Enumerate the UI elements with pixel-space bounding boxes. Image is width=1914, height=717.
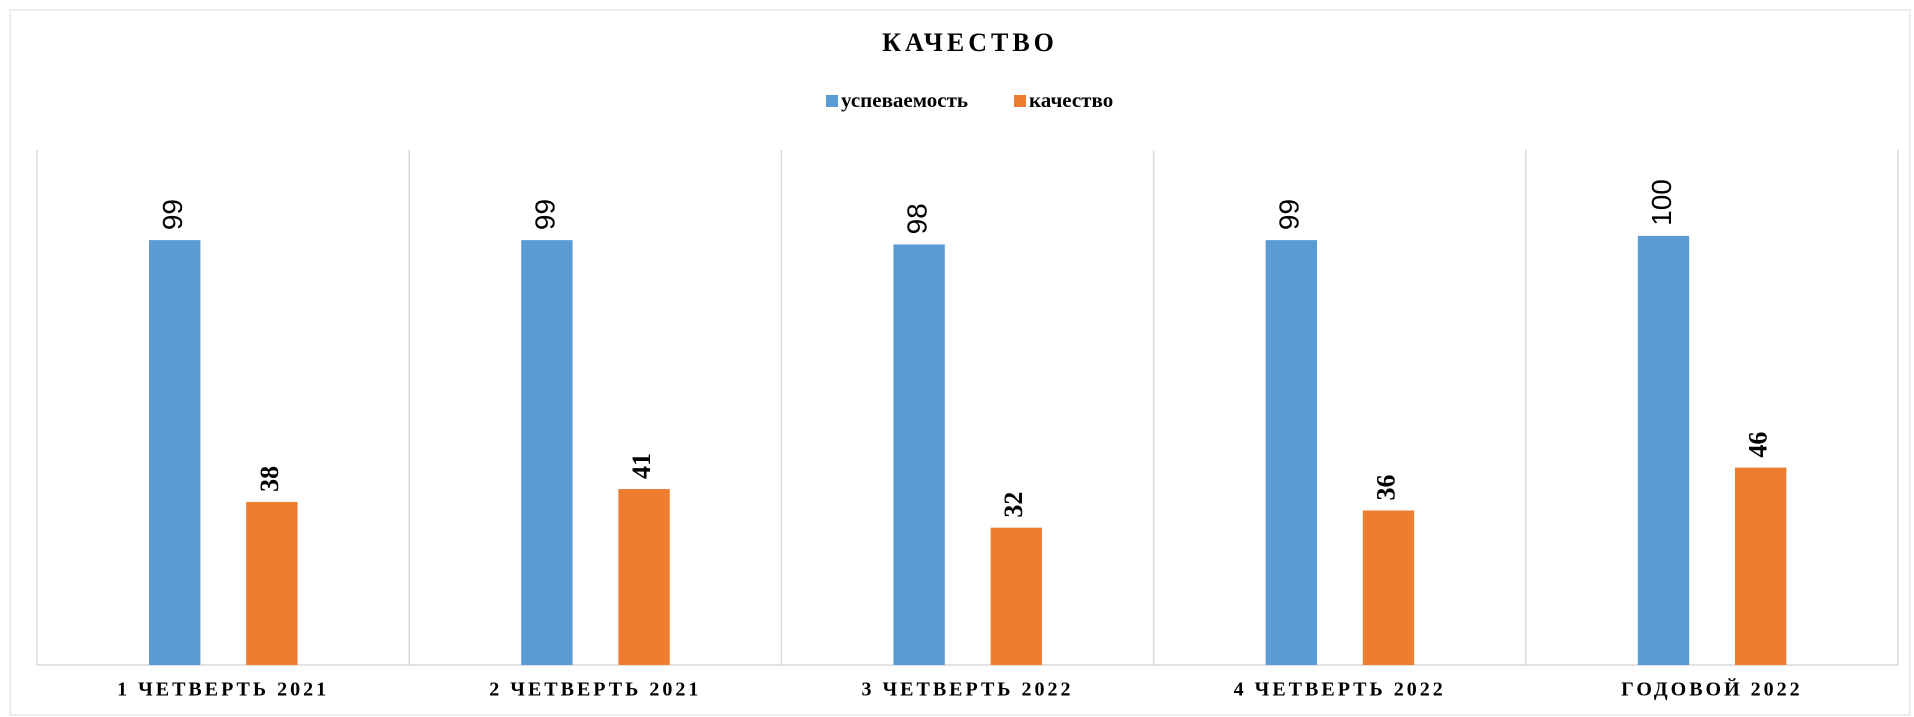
data-label: 46 [1744,432,1773,458]
x-tick-label: 1 ЧЕТВЕРТЬ 2021 [117,679,329,701]
bar [990,527,1042,665]
x-tick-label: 3 ЧЕТВЕРТЬ 2022 [861,679,1073,701]
data-label: 32 [999,492,1028,518]
data-label: 99 [529,199,560,230]
legend-swatch [1014,95,1026,107]
bar [893,244,945,665]
x-tick-label: 2 ЧЕТВЕРТЬ 2021 [489,679,701,701]
chart-title: КАЧЕСТВО [882,28,1058,57]
bar [1265,240,1317,665]
bar [521,240,573,665]
x-tick-label: ГОДОВОЙ 2022 [1621,678,1803,701]
bar [149,240,201,665]
chart-border [9,9,1911,716]
data-label: 41 [627,453,656,479]
bar [618,489,670,665]
bar [246,501,298,665]
data-label: 100 [1646,179,1677,226]
data-label: 99 [157,199,188,230]
legend-swatch [826,95,838,107]
legend-label: качество [1029,88,1113,112]
bar [1637,235,1690,666]
data-label: 98 [902,203,933,234]
x-tick-label: 4 ЧЕТВЕРТЬ 2022 [1234,679,1446,701]
bar [1362,510,1415,665]
data-label: 36 [1371,475,1400,501]
data-label: 38 [255,466,284,492]
legend-label: успеваемость [841,88,968,112]
data-label: 99 [1274,199,1305,230]
bar [1734,467,1787,665]
